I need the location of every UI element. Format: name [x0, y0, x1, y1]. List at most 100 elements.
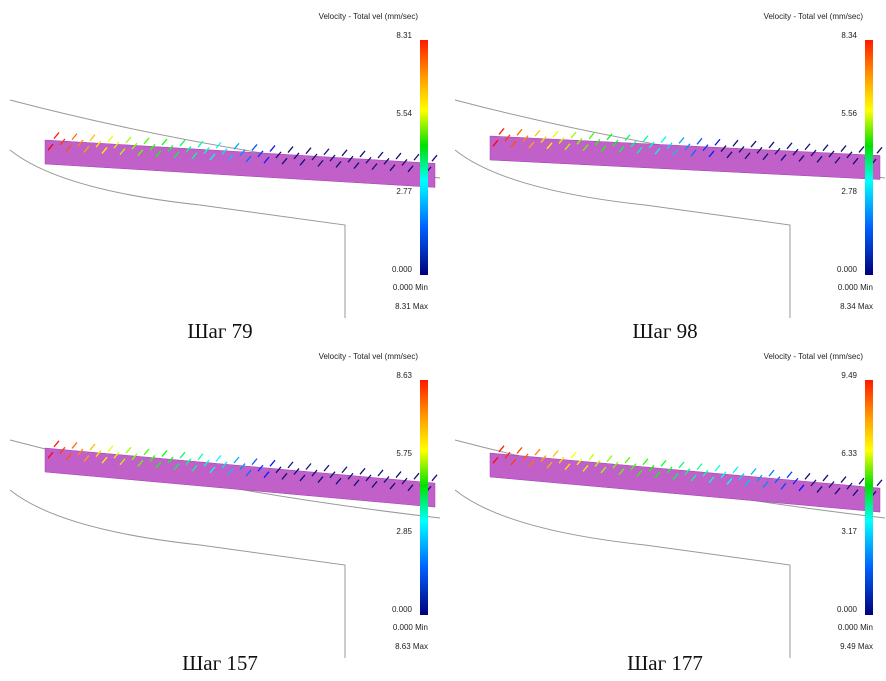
- velocity-arrow: [553, 451, 558, 457]
- velocity-arrow: [252, 459, 257, 465]
- caption: Шаг 157: [182, 651, 258, 675]
- velocity-arrow: [108, 136, 113, 142]
- scale-label: 2.78: [841, 187, 857, 196]
- max-label: 9.49 Max: [840, 642, 873, 651]
- velocity-arrow: [733, 467, 738, 473]
- velocity-arrow: [360, 468, 365, 474]
- velocity-arrow: [841, 146, 846, 152]
- panel: Velocity - Total vel (mm/sec)8.635.752.8…: [10, 352, 440, 675]
- velocity-arrow: [877, 480, 882, 486]
- scale-label: 0.000: [392, 265, 413, 274]
- velocity-arrow: [679, 137, 684, 143]
- figure: Velocity - Total vel (mm/sec)8.315.542.7…: [0, 0, 886, 681]
- velocity-arrow: [108, 446, 113, 452]
- velocity-arrow: [625, 135, 630, 141]
- min-label: 0.000 Min: [838, 283, 873, 292]
- legend-title: Velocity - Total vel (mm/sec): [319, 12, 419, 21]
- velocity-arrow: [432, 475, 437, 481]
- velocity-arrow: [162, 451, 167, 457]
- velocity-arrow: [414, 154, 419, 160]
- velocity-arrow: [859, 478, 864, 484]
- caption: Шаг 177: [627, 651, 703, 675]
- velocity-arrow: [805, 473, 810, 479]
- velocity-arrow: [661, 137, 666, 143]
- velocity-arrow: [769, 142, 774, 148]
- velocity-arrow: [877, 147, 882, 153]
- velocity-arrow: [396, 153, 401, 159]
- velocity-arrow: [607, 456, 612, 462]
- velocity-arrow: [589, 133, 594, 139]
- scale-label: 0.000: [392, 605, 413, 614]
- velocity-arrow: [216, 455, 221, 461]
- velocity-arrow: [54, 441, 59, 447]
- velocity-arrow: [679, 462, 684, 468]
- velocity-arrow: [697, 138, 702, 144]
- scale-label: 6.33: [841, 449, 857, 458]
- mold-outline: [455, 150, 790, 318]
- velocity-arrow: [553, 131, 558, 137]
- max-label: 8.31 Max: [395, 302, 428, 311]
- velocity-arrow: [787, 143, 792, 149]
- velocity-arrow: [324, 149, 329, 155]
- velocity-arrow: [499, 446, 504, 452]
- velocity-arrow: [589, 454, 594, 460]
- mold-outline: [10, 490, 345, 658]
- velocity-arrow: [733, 140, 738, 146]
- min-label: 0.000 Min: [393, 623, 428, 632]
- velocity-arrow: [432, 155, 437, 161]
- velocity-arrow: [643, 459, 648, 465]
- velocity-arrow: [180, 452, 185, 458]
- velocity-arrow: [144, 138, 149, 144]
- velocity-arrow: [643, 136, 648, 142]
- velocity-arrow: [769, 470, 774, 476]
- velocity-arrow: [288, 147, 293, 153]
- velocity-arrow: [234, 457, 239, 463]
- color-bar: [865, 380, 873, 615]
- velocity-arrow: [90, 444, 95, 450]
- legend-title: Velocity - Total vel (mm/sec): [764, 352, 864, 361]
- caption: Шаг 79: [187, 319, 252, 343]
- velocity-arrow: [378, 152, 383, 158]
- velocity-arrow: [90, 135, 95, 141]
- velocity-arrow: [162, 139, 167, 145]
- velocity-arrow: [270, 146, 275, 152]
- velocity-arrow: [823, 475, 828, 481]
- velocity-arrow: [54, 133, 59, 139]
- legend-title: Velocity - Total vel (mm/sec): [764, 12, 864, 21]
- velocity-arrow: [517, 129, 522, 135]
- velocity-arrow: [805, 144, 810, 150]
- scale-label: 9.49: [841, 371, 857, 380]
- color-bar: [420, 40, 428, 275]
- velocity-arrow: [841, 477, 846, 483]
- velocity-arrow: [198, 454, 203, 460]
- velocity-arrow: [715, 139, 720, 145]
- caption: Шаг 98: [632, 319, 697, 343]
- velocity-arrow: [697, 464, 702, 470]
- flow-front: [45, 448, 435, 507]
- scale-label: 5.56: [841, 109, 857, 118]
- velocity-arrow: [823, 145, 828, 151]
- scale-label: 0.000: [837, 605, 858, 614]
- velocity-arrow: [126, 447, 131, 453]
- scale-label: 3.17: [841, 527, 857, 536]
- velocity-arrow: [378, 470, 383, 476]
- velocity-arrow: [72, 442, 77, 448]
- color-bar: [865, 40, 873, 275]
- min-label: 0.000 Min: [393, 283, 428, 292]
- velocity-arrow: [342, 467, 347, 473]
- velocity-arrow: [126, 137, 131, 143]
- max-label: 8.34 Max: [840, 302, 873, 311]
- scale-label: 2.85: [396, 527, 412, 536]
- scale-label: 5.75: [396, 449, 412, 458]
- velocity-arrow: [751, 141, 756, 147]
- scale-label: 8.63: [396, 371, 412, 380]
- min-label: 0.000 Min: [838, 623, 873, 632]
- flow-front: [490, 453, 880, 512]
- scale-label: 0.000: [837, 265, 858, 274]
- velocity-arrow: [342, 150, 347, 156]
- velocity-arrow: [517, 447, 522, 453]
- scale-label: 8.31: [396, 31, 412, 40]
- velocity-arrow: [306, 148, 311, 154]
- velocity-arrow: [72, 134, 77, 140]
- velocity-arrow: [859, 146, 864, 152]
